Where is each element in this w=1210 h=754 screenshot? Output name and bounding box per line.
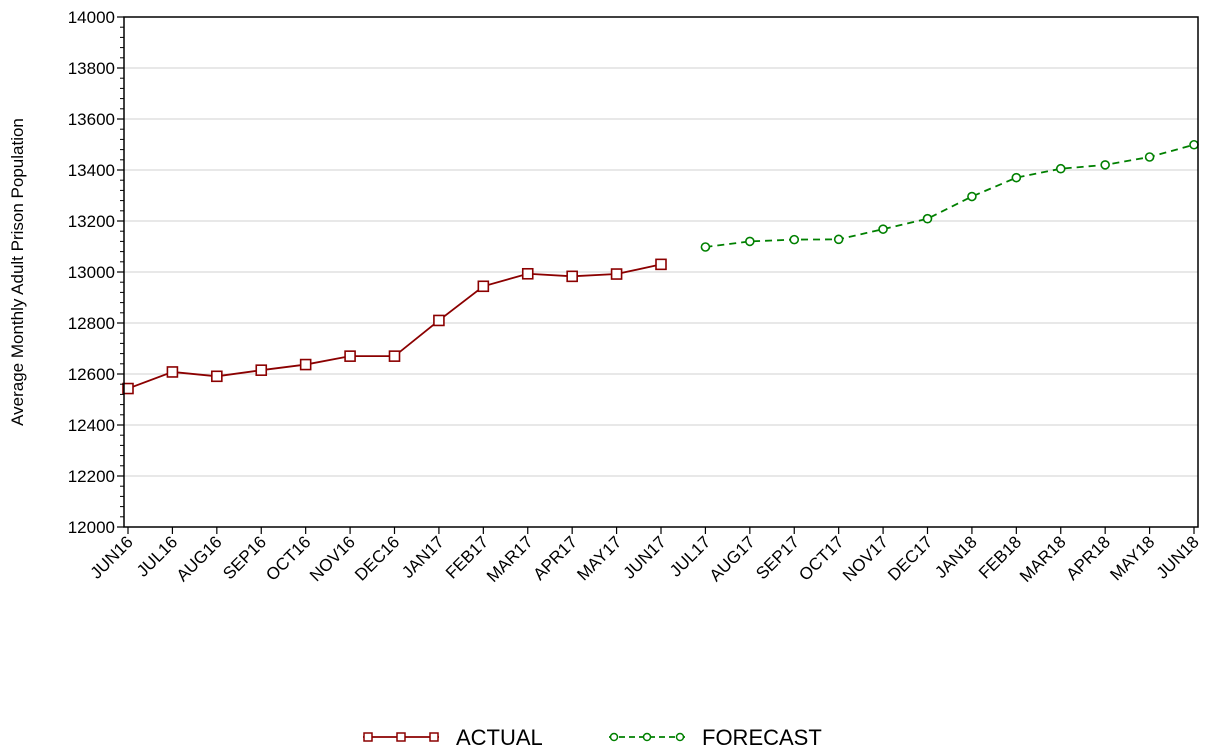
x-tick-label: JAN18: [931, 532, 981, 582]
actual-data-point: [433, 314, 445, 327]
actual-data-point: [388, 350, 401, 362]
x-tick-label: JAN17: [398, 532, 448, 582]
actual-data-point: [166, 366, 179, 378]
series-layer: [122, 139, 1199, 395]
actual-data-point: [521, 267, 534, 280]
x-tick-label: MAR17: [483, 532, 537, 586]
actual-data-point: [211, 370, 223, 383]
x-tick-label: OCT17: [795, 532, 847, 584]
gridlines: [124, 67, 1198, 477]
y-tick-label: 13600: [68, 110, 115, 129]
actual-legend-label: ACTUAL: [456, 725, 543, 750]
actual-data-point: [477, 280, 490, 293]
legend: ACTUAL FORECAST: [363, 725, 822, 750]
forecast-legend-marker: [642, 732, 652, 742]
y-tick-label: 14000: [68, 8, 115, 27]
x-tick-label: MAY17: [573, 532, 625, 584]
y-tick-label: 12400: [68, 416, 115, 435]
x-tick-label: MAY18: [1106, 532, 1158, 584]
x-tick-label: JUN18: [1153, 532, 1203, 582]
actual-data-point: [655, 258, 667, 271]
x-tick-label: NOV17: [839, 532, 892, 585]
forecast-series-line: [705, 143, 1195, 248]
forecast-legend-label: FORECAST: [702, 725, 822, 750]
forecast-legend-marker: [609, 732, 619, 742]
x-tick-label: AUG17: [706, 532, 759, 585]
y-tick-label: 12200: [68, 467, 115, 486]
forecast-data-point: [1011, 172, 1022, 183]
actual-data-point: [299, 358, 312, 371]
x-tick-label: AUG16: [173, 532, 226, 585]
x-tick-label: SEP16: [219, 532, 270, 583]
x-tick-label: JUN17: [620, 532, 670, 582]
actual-legend-marker: [363, 732, 373, 742]
x-tick-label: OCT16: [262, 532, 314, 584]
y-tick-label: 12000: [68, 518, 115, 537]
actual-data-point: [344, 350, 356, 362]
x-tick-label: APR17: [529, 532, 581, 584]
y-tick-label: 13000: [68, 263, 115, 282]
y-tick-label: 13200: [68, 212, 115, 231]
actual-data-point: [122, 382, 134, 395]
x-tick-label: MAR18: [1016, 532, 1070, 586]
actual-data-point: [566, 270, 578, 283]
actual-series-line: [127, 263, 662, 390]
x-tick-label: APR18: [1062, 532, 1114, 584]
actual-legend-marker: [429, 732, 439, 742]
forecast-data-point: [700, 242, 711, 252]
x-tick-label: JUN16: [87, 532, 137, 582]
forecast-legend-marker: [675, 732, 685, 742]
x-tick-label: DEC16: [351, 532, 403, 584]
actual-data-point: [610, 268, 623, 280]
forecast-data-point: [1055, 163, 1066, 174]
forecast-data-point: [745, 236, 755, 247]
forecast-data-point: [922, 213, 933, 224]
actual-data-point: [255, 364, 268, 376]
x-tick-label: DEC17: [884, 532, 936, 584]
y-tick-label: 13400: [68, 161, 115, 180]
forecast-data-point: [878, 224, 888, 234]
forecast-data-point: [1144, 152, 1155, 162]
forecast-data-point: [967, 191, 977, 202]
axes: 12000 12200 12400 12600 12800 13000 13200 13400…: [68, 8, 1203, 586]
forecast-data-point: [833, 234, 844, 245]
forecast-data-point: [1100, 160, 1110, 170]
forecast-data-point: [789, 234, 800, 245]
y-tick-label: 12800: [68, 314, 115, 333]
x-tick-label: SEP17: [752, 532, 803, 583]
y-tick-label: 12600: [68, 365, 115, 384]
y-tick-label: 13800: [68, 59, 115, 78]
actual-legend-marker: [396, 732, 406, 742]
y-axis-title: Average Monthly Adult Prison Population: [8, 118, 27, 426]
forecast-data-point: [1189, 139, 1199, 150]
x-tick-label: NOV16: [306, 532, 359, 585]
